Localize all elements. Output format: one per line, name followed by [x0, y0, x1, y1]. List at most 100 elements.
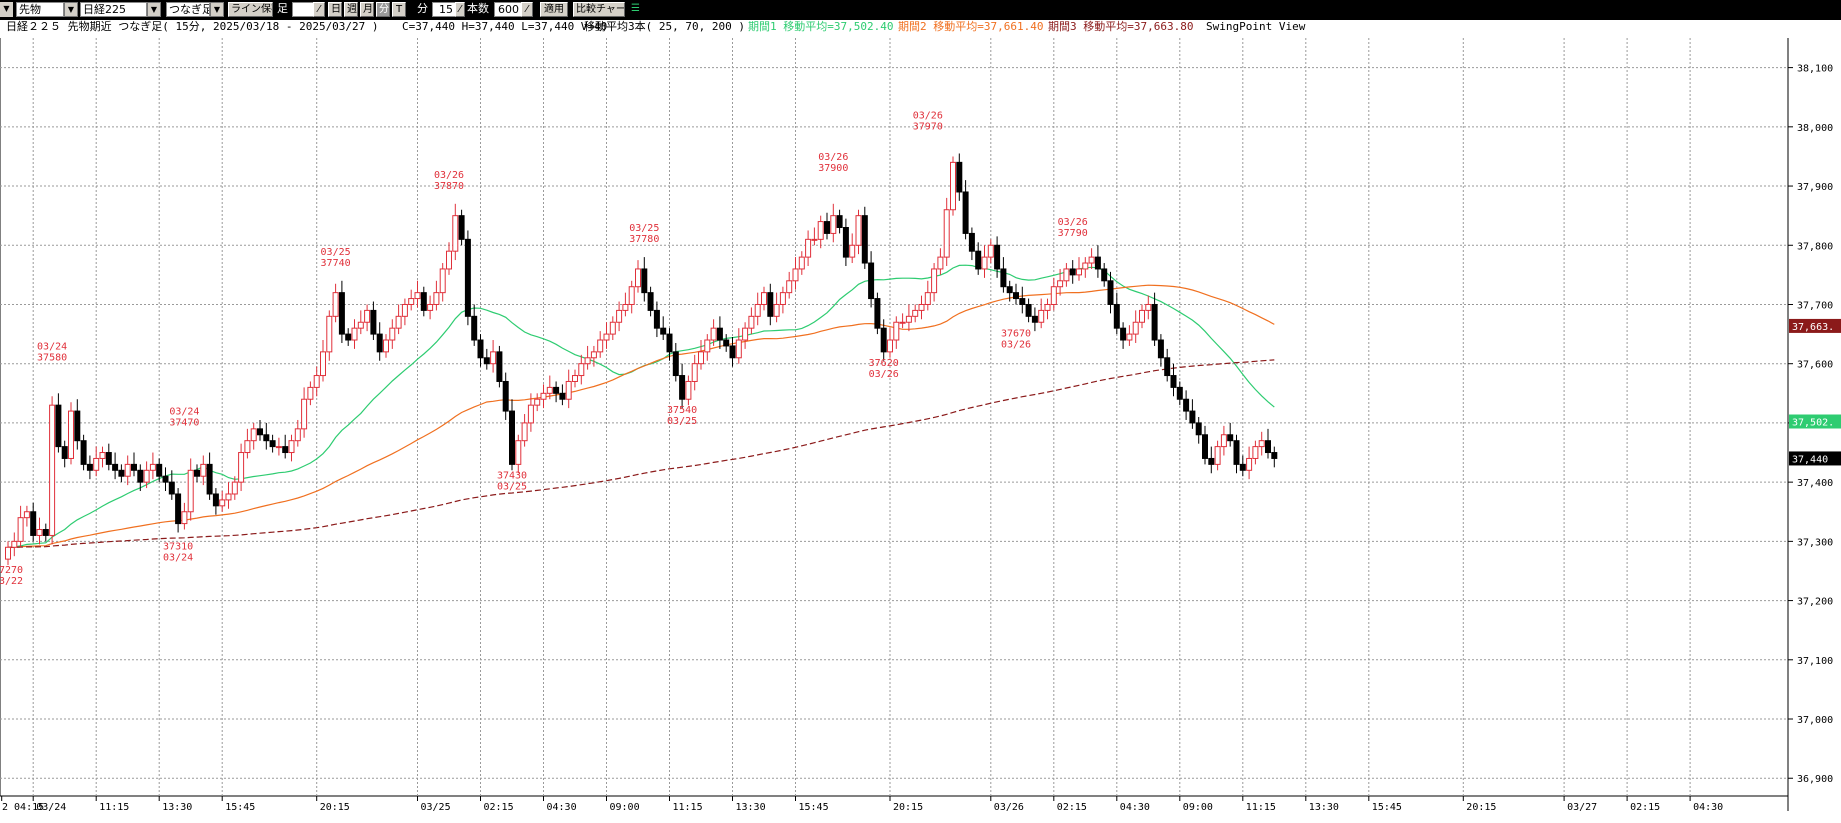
candle-body [389, 327, 396, 341]
period-week-button[interactable]: 週 [344, 2, 358, 17]
candle-body [42, 529, 49, 536]
candle-body [1202, 434, 1208, 459]
candle-body [609, 321, 616, 335]
candle-body [861, 215, 868, 264]
period-tick-button[interactable]: T [392, 2, 406, 17]
candle-body [899, 321, 906, 324]
swing-point-label: 03/24 [37, 342, 67, 353]
x-tick-label: 04:30 [1120, 802, 1150, 813]
candle-body [414, 292, 421, 300]
chart-kind-select[interactable]: つなぎ足 [166, 2, 210, 17]
candle-body [124, 463, 131, 477]
candle-body [1183, 398, 1190, 412]
candle-body [584, 357, 591, 365]
market-select[interactable]: 先物 [16, 2, 64, 17]
candle-body [11, 540, 18, 548]
candle-body [1246, 457, 1253, 471]
candle-body [1069, 268, 1076, 276]
candle-body [786, 280, 793, 294]
candle-body [698, 351, 704, 365]
x-tick-label: 03/25 [421, 802, 451, 813]
candle-body [345, 333, 352, 341]
swing-point-label: 37310 [163, 541, 193, 552]
candle-body [137, 469, 144, 483]
swing-point-label: 37790 [1058, 228, 1088, 239]
ashi-input[interactable] [292, 2, 314, 17]
candle-body [1107, 280, 1114, 305]
candle-body [1025, 303, 1032, 317]
y-tick-label: 37,600 [1797, 360, 1833, 371]
period-month-button[interactable]: 月 [360, 2, 374, 17]
candle-body [370, 309, 377, 335]
menu-lines-icon[interactable]: ☰ [631, 3, 640, 14]
market-dropdown-icon[interactable]: ▼ [64, 2, 78, 17]
period-day-button[interactable]: 日 [328, 2, 342, 17]
x-tick-label: 03/26 [994, 802, 1024, 813]
ashi-stepper[interactable]: ⁄ [313, 2, 325, 17]
candle-body [376, 333, 383, 353]
candle-body [1252, 446, 1259, 459]
chart-kind-dropdown-icon[interactable]: ▼ [210, 2, 224, 17]
period-minute-button[interactable]: 分 [376, 2, 390, 17]
candle-body [817, 221, 824, 240]
candle-body [805, 238, 812, 258]
candle-body [80, 440, 87, 465]
swing-point-label: 03/25 [667, 416, 697, 427]
candle-body [118, 469, 125, 477]
candle-body [105, 452, 112, 465]
swing-point-label: 37540 [667, 405, 697, 416]
candle-body [830, 215, 837, 234]
candle-body [112, 463, 119, 471]
apply-button[interactable]: 適用 [540, 2, 568, 17]
candle-body [540, 392, 547, 400]
candle-body [735, 339, 742, 359]
symbol-dropdown-icon[interactable]: ▼ [147, 2, 161, 17]
candle-body [30, 511, 37, 536]
candle-body [332, 292, 339, 317]
swing-point-label: 37580 [37, 353, 67, 364]
candle-body [17, 517, 24, 542]
minute-stepper[interactable]: ⁄ [455, 2, 465, 17]
candle-body [723, 339, 730, 347]
candle-body [1176, 386, 1183, 400]
line-save-button[interactable]: ライン保存 [228, 2, 273, 17]
candle-body [1019, 298, 1026, 305]
bars-input[interactable]: 600 [494, 2, 522, 17]
candle-body [937, 256, 944, 270]
bars-stepper[interactable]: ⁄ [521, 2, 533, 17]
ma2-line [7, 284, 1275, 548]
candle-body [924, 292, 931, 305]
candle-body [5, 546, 11, 560]
ma3-line [8, 359, 1275, 548]
candle-body [320, 351, 326, 377]
price-tag-label: 37,502. [1792, 418, 1834, 429]
candle-body [546, 386, 553, 394]
candle-body [269, 440, 276, 448]
candle-body [502, 380, 509, 412]
candle-body [962, 191, 969, 234]
candle-body [565, 380, 572, 400]
symbol-select[interactable]: 日経225 [80, 2, 147, 17]
candle-body [401, 303, 408, 317]
y-tick-label: 37,300 [1797, 537, 1833, 548]
candle-body [672, 351, 679, 377]
candle-body [792, 268, 799, 282]
candle-body [559, 392, 566, 400]
candle-body [439, 268, 446, 294]
x-tick-label: 02:15 [484, 802, 514, 813]
compare-chart-button[interactable]: 比較チャート [573, 2, 625, 17]
ashi-label: 足 [277, 2, 288, 15]
candle-body [74, 410, 81, 442]
candle-body [68, 410, 74, 459]
swing-point-label: 03/26 [869, 369, 899, 380]
x-tick-label: 04:30 [547, 802, 577, 813]
candle-body [383, 339, 389, 353]
candle-body [156, 463, 163, 477]
candle-body [149, 463, 156, 471]
candle-body [1258, 440, 1265, 448]
swing-point-label: 37740 [321, 258, 351, 269]
bars-label: 本数 [467, 2, 489, 15]
menu-arrow-icon[interactable]: ▼ [0, 2, 13, 17]
minute-input[interactable]: 15 [432, 2, 456, 17]
x-tick-label: 13:30 [736, 802, 766, 813]
